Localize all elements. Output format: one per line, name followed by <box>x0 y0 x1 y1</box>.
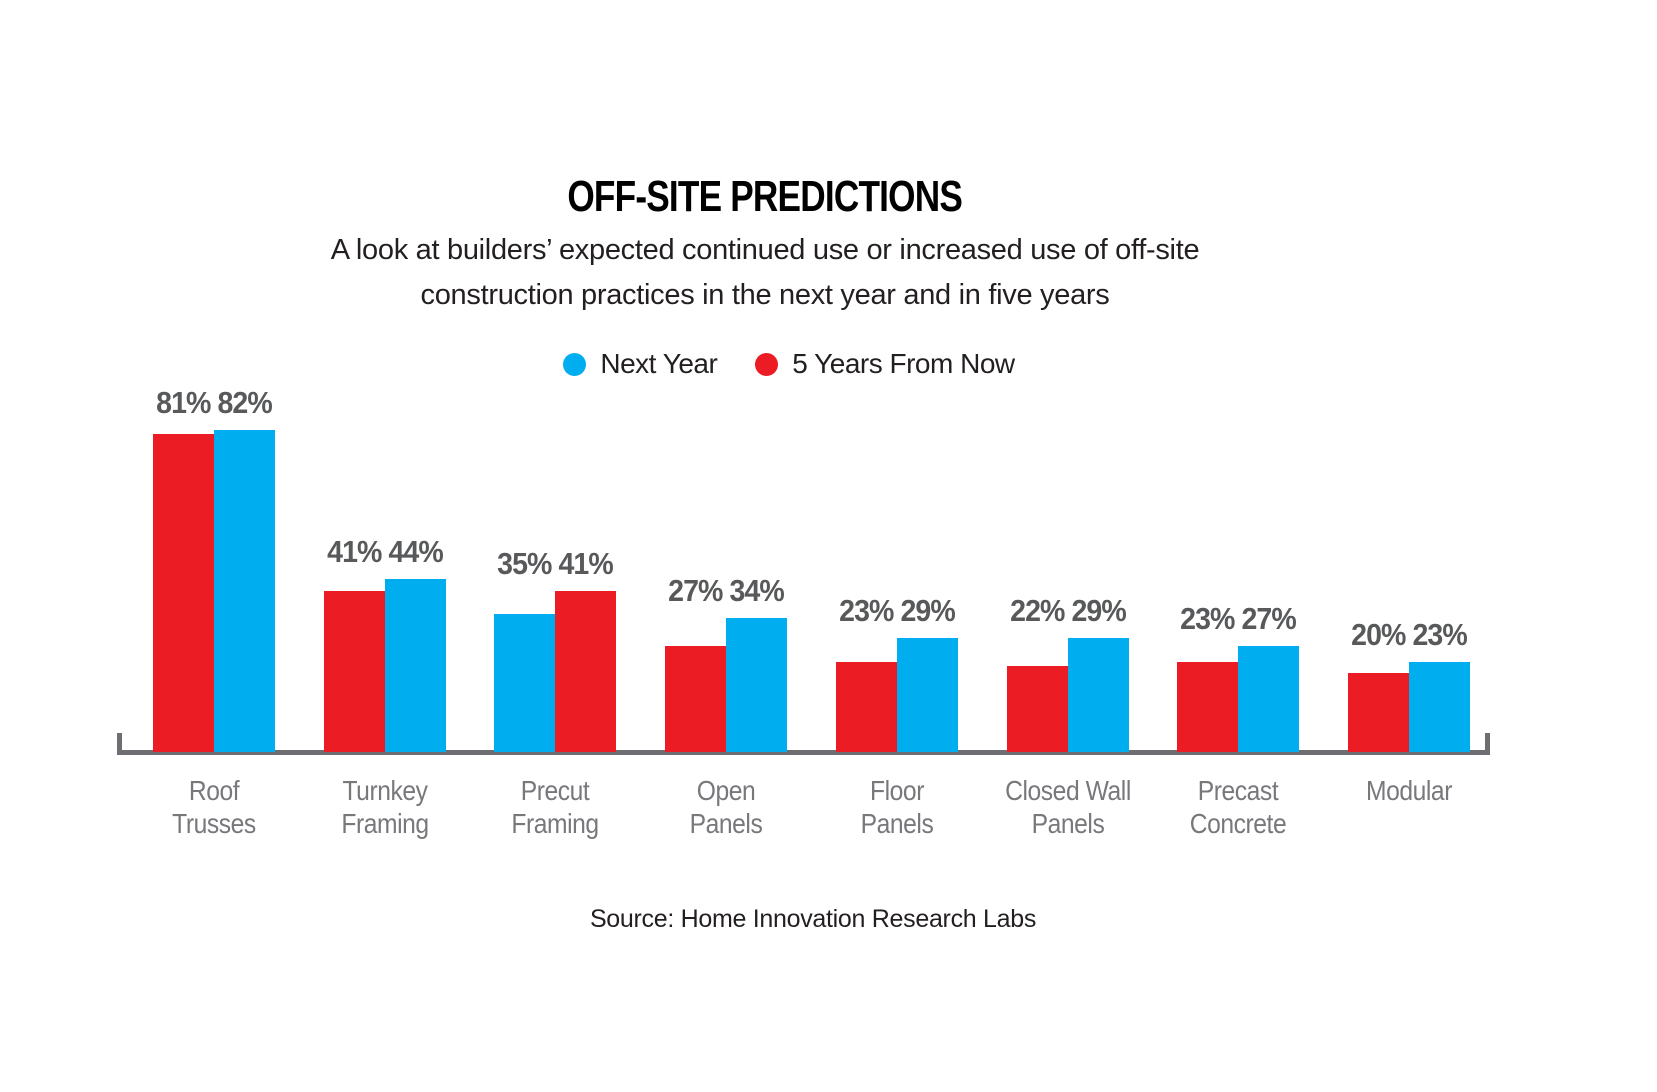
legend-dot-5-years-icon <box>755 352 779 376</box>
chart-subtitle: A look at builders’ expected continued u… <box>0 228 1530 318</box>
x-axis-left-endcap <box>117 733 122 755</box>
bar-5-years-from-now <box>665 646 727 752</box>
bar-next-year <box>896 638 958 752</box>
bar-next-year <box>726 618 788 752</box>
bar-5-years-from-now <box>835 662 897 752</box>
subtitle-line-1: A look at builders’ expected continued u… <box>330 234 1200 266</box>
category-label: Precut Framing <box>511 775 600 839</box>
bar-5-years-from-now <box>1177 662 1239 752</box>
bar-5-years-from-now <box>153 434 214 752</box>
bar-next-year <box>494 614 556 752</box>
source-note: Source: Home Innovation Research Labs <box>589 905 1037 933</box>
bar-next-year <box>214 430 275 752</box>
bar-next-year <box>1408 662 1470 752</box>
category-label: Precast Concrete <box>1189 775 1287 839</box>
legend-dot-next-year-icon <box>563 352 587 376</box>
bar-next-year <box>1238 646 1300 752</box>
category-label: Roof Trusses <box>172 775 256 839</box>
value-label: 81% 82% <box>156 384 273 420</box>
value-label: 23% 27% <box>1180 600 1297 636</box>
value-label: 27% 34% <box>668 573 785 609</box>
value-label: 41% 44% <box>326 534 444 570</box>
value-label: 23% 29% <box>838 593 956 629</box>
bar-next-year <box>384 579 446 752</box>
value-label: 35% 41% <box>497 545 615 581</box>
subtitle-line-2: construction practices in the next year … <box>420 279 1110 311</box>
value-label: 22% 29% <box>1009 593 1127 629</box>
category-label: Modular <box>1365 775 1452 806</box>
bar-5-years-from-now <box>555 591 617 752</box>
x-axis <box>117 750 1490 755</box>
legend-item-next-year: Next Year <box>563 348 718 380</box>
x-axis-right-endcap <box>1485 733 1490 755</box>
bar-next-year <box>1067 638 1129 752</box>
legend-label-5-years: 5 Years From Now <box>792 348 1015 379</box>
value-label: 20% 23% <box>1351 616 1468 652</box>
legend-item-5-years: 5 Years From Now <box>755 348 1015 380</box>
page-title: OFF-SITE PREDICTIONS <box>567 172 963 221</box>
bar-5-years-from-now <box>323 591 385 752</box>
category-label: Turnkey Framing <box>341 775 429 839</box>
header: OFF-SITE PREDICTIONS <box>0 172 1530 222</box>
category-label: Floor Panels <box>860 775 934 839</box>
category-label: Closed Wall Panels <box>1004 775 1131 839</box>
legend: Next Year 5 Years From Now <box>0 348 1578 380</box>
category-label: Open Panels <box>689 775 763 839</box>
bar-5-years-from-now <box>1006 666 1068 752</box>
legend-label-next-year: Next Year <box>600 348 718 379</box>
bar-5-years-from-now <box>1347 673 1409 752</box>
